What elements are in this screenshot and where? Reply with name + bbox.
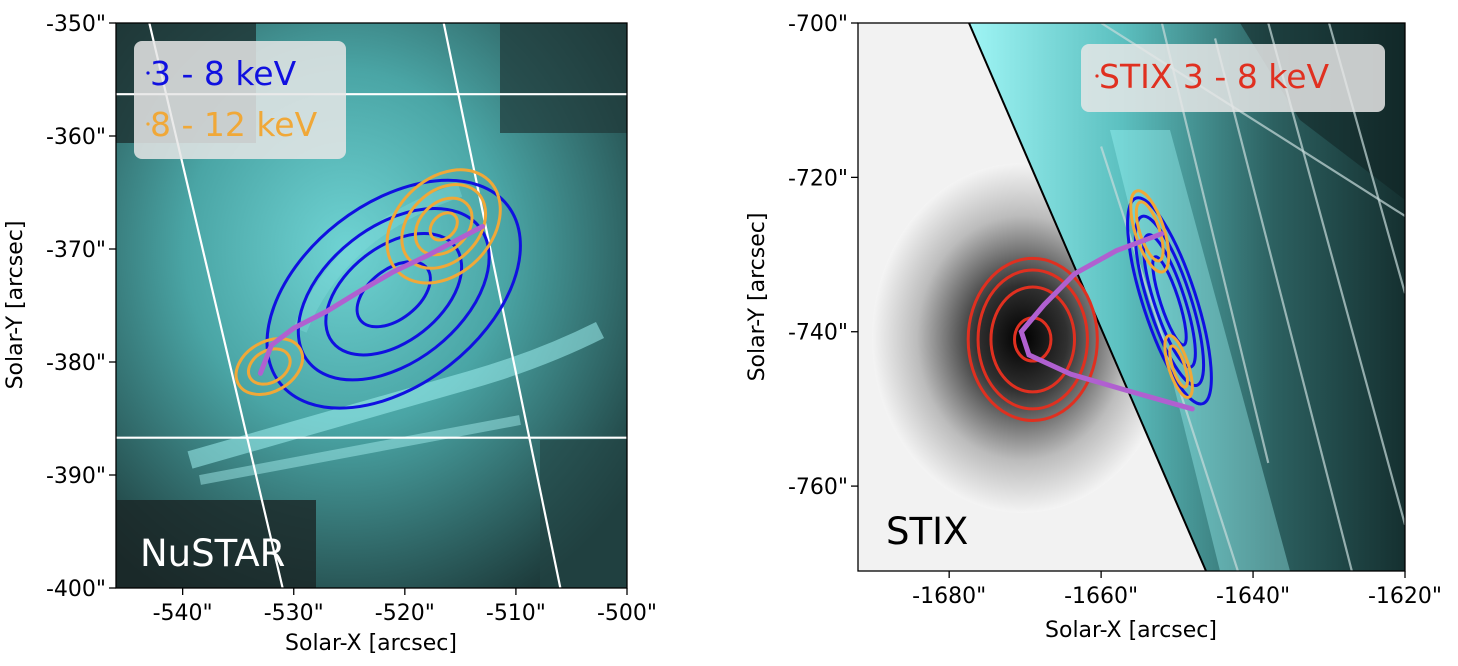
legend: STIX 3 - 8 keV (1081, 44, 1385, 112)
contour-level (1163, 333, 1194, 399)
y-axis-label: Solar-Y [arcsec] (745, 213, 770, 382)
panel-nustar: -540" -530" -520" -510" -500" -350" -360" -370"… (3, 12, 657, 656)
x-tick-label: -1640" (1216, 584, 1290, 609)
contour-level (1133, 214, 1206, 388)
legend-box (1081, 44, 1385, 112)
contour-level (1151, 255, 1188, 347)
overlay-line (1214, 38, 1353, 571)
stix-background-image (858, 23, 1405, 571)
contour-level (428, 211, 459, 242)
axis-ticks: -1680" -1660" -1640" -1620" -700" -720" -740" -… (788, 12, 1442, 609)
y-tick-label: -700" (788, 12, 848, 37)
y-tick-label: -350" (46, 12, 106, 37)
x-tick-label: -500" (597, 601, 657, 626)
y-tick-label: -400" (46, 577, 106, 602)
y-tick-label: -390" (46, 464, 106, 489)
instrument-label: STIX (886, 510, 968, 553)
legend-box (134, 41, 346, 159)
contour-level (234, 337, 304, 396)
contour-level (400, 183, 488, 270)
contour-level (966, 256, 1099, 422)
contour-level (265, 178, 522, 410)
contour-level (976, 268, 1089, 411)
loop-curve (1018, 231, 1195, 412)
contour-level (413, 196, 474, 257)
loop-curve (257, 223, 486, 376)
legend: 3 - 8 keV 8 - 12 keV (134, 41, 346, 159)
y-tick-label: -360" (46, 125, 106, 150)
contour-level (1142, 233, 1197, 369)
contour-level (1134, 200, 1165, 263)
x-axis-label: Solar-X [arcsec] (1045, 618, 1217, 643)
plot-frame (115, 22, 628, 589)
legend-marker-1 (146, 122, 150, 126)
legend-entry-8-12kev: 8 - 12 keV (150, 105, 318, 144)
axis-ticks: -540" -530" -520" -510" -500" -350" -360" -370"… (46, 12, 657, 626)
y-tick-label: -380" (46, 351, 106, 376)
x-tick-label: -520" (375, 601, 435, 626)
y-tick-label: -760" (788, 475, 848, 500)
x-tick-label: -1620" (1368, 584, 1442, 609)
aia-image-strip (969, 23, 1405, 571)
x-tick-label: -1660" (1064, 584, 1138, 609)
contour-level (1129, 189, 1171, 274)
contour-level (246, 347, 292, 386)
contour-level (1168, 344, 1189, 389)
legend-marker-0 (1095, 74, 1099, 78)
x-tick-label: -540" (153, 601, 213, 626)
instrument-label: NuSTAR (140, 532, 285, 575)
contour-level (989, 285, 1077, 394)
legend-marker-0 (146, 71, 150, 75)
contour-level (1126, 196, 1213, 406)
y-tick-label: -720" (788, 166, 848, 191)
y-tick-label: -740" (788, 321, 848, 346)
panel-stix: -1680" -1660" -1640" -1620" -700" -720" -740" -… (745, 12, 1442, 643)
y-axis-label: Solar-Y [arcsec] (3, 221, 28, 390)
plot-frame (857, 22, 1406, 572)
x-tick-label: -530" (264, 601, 324, 626)
x-tick-label: -510" (486, 601, 546, 626)
y-tick-label: -370" (46, 238, 106, 263)
x-axis-label: Solar-X [arcsec] (285, 631, 457, 656)
x-tick-label: -1680" (912, 584, 986, 609)
legend-entry-stix: STIX 3 - 8 keV (1099, 57, 1330, 96)
legend-entry-3-8kev: 3 - 8 keV (150, 54, 297, 93)
